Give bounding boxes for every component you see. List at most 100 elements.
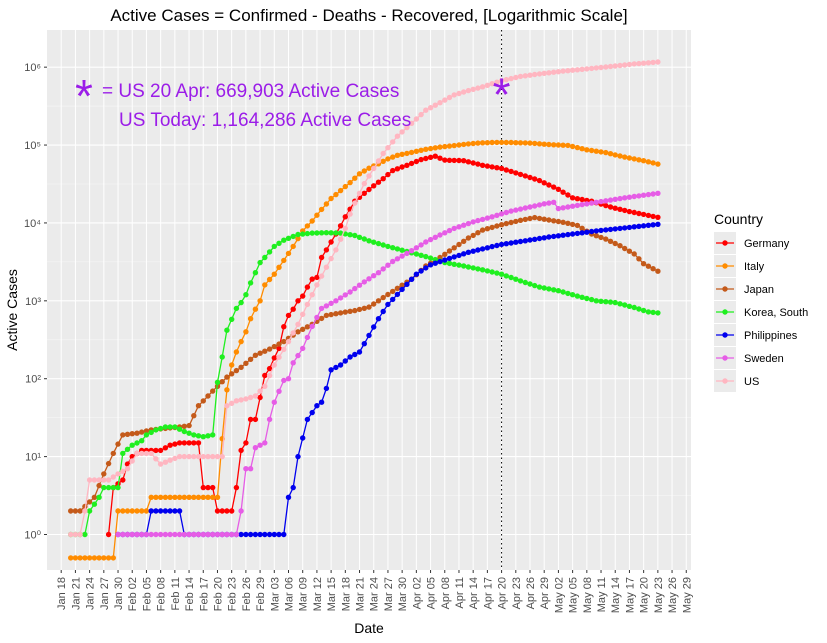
- data-point: [82, 555, 88, 561]
- data-point: [479, 216, 486, 223]
- data-point: [91, 494, 98, 500]
- data-point: [579, 196, 585, 203]
- data-point: [224, 508, 230, 514]
- data-point: [309, 409, 315, 416]
- data-point: [352, 307, 358, 314]
- data-point: [205, 393, 211, 399]
- data-point: [461, 238, 467, 244]
- legend-item: Japan: [714, 278, 774, 300]
- legend-key-point: [722, 378, 728, 384]
- data-point: [290, 360, 296, 366]
- data-point: [352, 285, 358, 292]
- data-point: [574, 196, 581, 202]
- data-point: [560, 219, 566, 225]
- data-point: [195, 531, 202, 538]
- data-point: [503, 241, 509, 247]
- data-point: [569, 195, 576, 201]
- data-point: [337, 230, 344, 236]
- data-point: [437, 232, 443, 238]
- data-point: [626, 194, 633, 200]
- data-point: [555, 233, 562, 239]
- data-point: [456, 90, 462, 97]
- data-point: [588, 296, 595, 303]
- data-point: [603, 198, 609, 204]
- data-point: [210, 494, 216, 500]
- data-point: [318, 254, 325, 261]
- data-point: [77, 508, 83, 514]
- data-point: [390, 167, 396, 174]
- data-point: [91, 555, 98, 561]
- data-point: [247, 316, 254, 322]
- x-tick-label: Feb 08: [156, 577, 168, 611]
- plot-panel: [47, 30, 691, 570]
- data-point: [645, 60, 652, 66]
- data-point: [266, 372, 273, 379]
- data-point: [247, 531, 254, 538]
- data-point: [300, 435, 306, 441]
- data-point: [342, 309, 348, 315]
- data-point: [503, 220, 509, 227]
- data-point: [323, 303, 330, 309]
- data-point: [555, 288, 562, 294]
- data-point: [598, 227, 604, 234]
- data-point: [356, 306, 363, 313]
- series-us: [68, 59, 661, 538]
- x-tick-label: Feb 17: [198, 577, 210, 611]
- data-point: [129, 431, 135, 437]
- data-point: [233, 484, 240, 491]
- data-point: [418, 242, 424, 248]
- data-point: [446, 248, 453, 254]
- data-point: [105, 477, 112, 483]
- data-point: [517, 140, 524, 146]
- data-point: [650, 160, 656, 166]
- data-point: [574, 202, 581, 209]
- data-point: [134, 440, 140, 446]
- data-point: [508, 139, 514, 146]
- data-point: [148, 494, 154, 500]
- data-point: [229, 371, 235, 377]
- data-point: [115, 508, 121, 514]
- data-point: [115, 441, 121, 447]
- data-point: [318, 273, 325, 279]
- data-point: [640, 223, 647, 229]
- data-point: [110, 450, 117, 457]
- data-point: [503, 273, 509, 279]
- data-point: [494, 139, 500, 146]
- data-point: [385, 301, 391, 308]
- data-point: [626, 155, 633, 161]
- data-point: [337, 223, 344, 229]
- data-point: [560, 142, 566, 148]
- data-point: [271, 399, 277, 405]
- x-tick-label: Apr 23: [511, 577, 523, 609]
- data-point: [442, 257, 448, 263]
- data-point: [134, 430, 140, 436]
- data-point: [427, 105, 434, 111]
- data-point: [290, 243, 296, 250]
- data-point: [546, 234, 552, 240]
- data-point: [484, 140, 491, 146]
- data-point: [536, 141, 543, 147]
- data-point: [631, 251, 637, 257]
- data-point: [181, 423, 187, 429]
- data-point: [300, 293, 306, 299]
- x-tick-label: Jan 30: [113, 577, 125, 610]
- data-point: [456, 262, 462, 268]
- x-tick-label: Mar 09: [298, 577, 310, 611]
- data-point: [636, 60, 642, 67]
- data-point: [371, 239, 377, 245]
- data-point: [300, 311, 306, 317]
- data-point: [266, 416, 273, 423]
- data-point: [304, 324, 311, 330]
- data-point: [432, 153, 438, 159]
- data-point: [375, 270, 382, 276]
- data-point: [456, 157, 462, 164]
- data-point: [347, 289, 353, 295]
- data-point: [640, 261, 647, 267]
- data-point: [191, 453, 197, 460]
- data-point: [489, 164, 495, 170]
- data-point: [640, 211, 647, 218]
- data-point: [546, 200, 552, 206]
- data-point: [622, 207, 628, 214]
- data-point: [584, 295, 590, 302]
